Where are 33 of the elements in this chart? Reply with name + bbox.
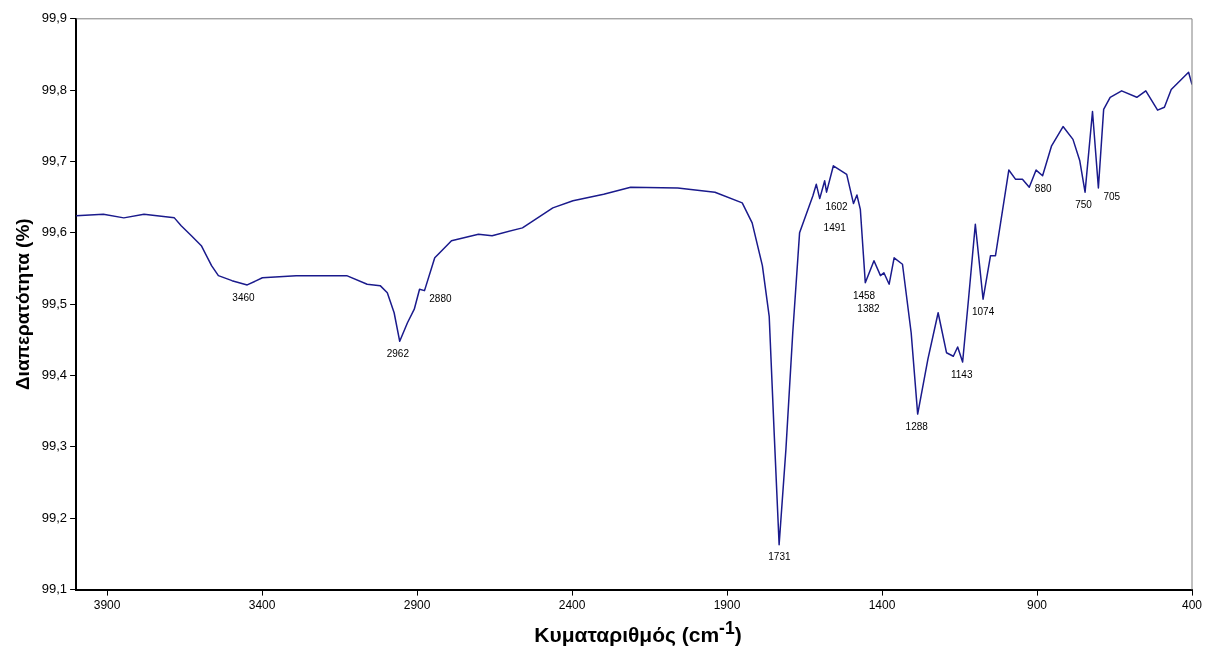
y-tick-label: 99,5 <box>41 295 68 311</box>
y-tick-label: 99,8 <box>41 81 68 97</box>
x-tick-label: 1400 <box>868 598 896 613</box>
annotation: 1382 <box>857 302 881 314</box>
annotation: 1288 <box>905 420 929 432</box>
y-tick-label: 99,9 <box>41 10 68 26</box>
x-tick-label: 2400 <box>558 598 586 613</box>
x-tick-label: 3400 <box>248 598 276 613</box>
annotation: 1143 <box>950 368 973 380</box>
y-tick-label: 99,1 <box>41 581 68 597</box>
x-tick-label: 400 <box>1181 598 1203 613</box>
annotation: 3460 <box>232 291 256 303</box>
annotation: 1491 <box>823 222 847 234</box>
annotation: 1602 <box>825 201 849 213</box>
x-tick-label: 1900 <box>713 598 741 613</box>
annotation: 750 <box>1075 198 1093 210</box>
annotation: 2962 <box>386 348 410 360</box>
x-tick-label: 2900 <box>403 598 431 613</box>
annotation: 2880 <box>429 293 452 305</box>
y-tick-label: 99,7 <box>41 153 68 169</box>
x-tick-label: 900 <box>1027 598 1048 613</box>
annotation: 1731 <box>768 551 791 563</box>
y-tick-label: 99,2 <box>41 509 68 525</box>
annotation: 1074 <box>971 305 995 317</box>
y-axis-title: Διαπερατότητα (%) <box>11 218 33 391</box>
x-tick-label: 3900 <box>93 598 121 613</box>
y-tick-label: 99,4 <box>41 367 68 383</box>
y-tick-label: 99,3 <box>41 438 68 454</box>
annotation: 880 <box>1034 182 1052 194</box>
y-tick-label: 99,6 <box>41 224 68 240</box>
annotation: 705 <box>1103 190 1121 202</box>
annotation: 1458 <box>852 289 876 301</box>
x-axis-title: Κυματαριθμός (cm$^{-1}$) <box>533 618 743 647</box>
